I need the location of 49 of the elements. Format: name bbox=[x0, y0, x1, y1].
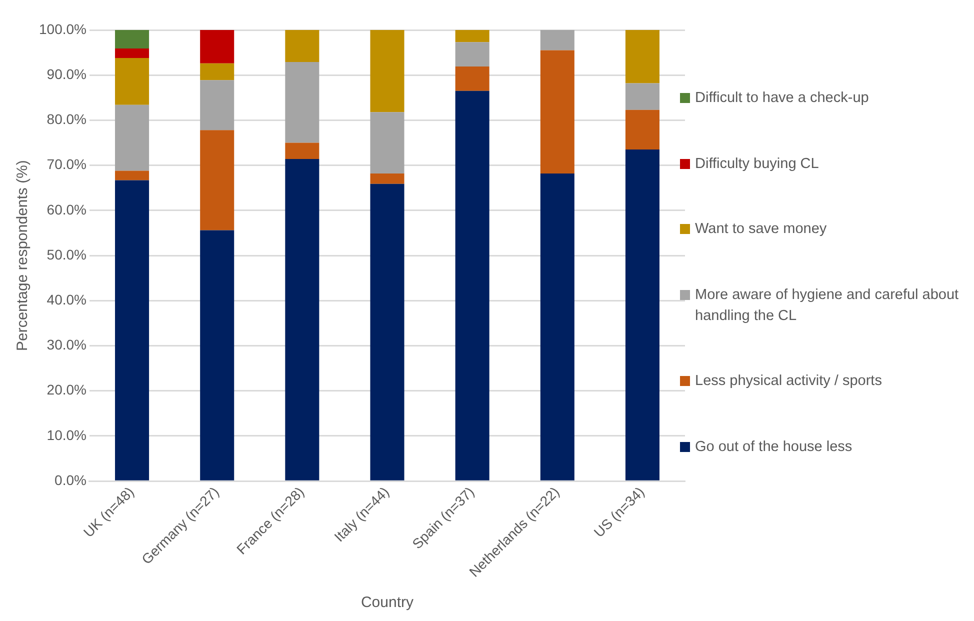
y-tick-label: 70.0% bbox=[46, 156, 86, 172]
bar bbox=[625, 110, 660, 150]
legend-label: More aware of hygiene and careful about handling the CL bbox=[695, 286, 960, 326]
bar bbox=[285, 62, 320, 143]
bar bbox=[200, 130, 234, 230]
bar bbox=[540, 173, 574, 480]
bar bbox=[370, 173, 404, 184]
bar bbox=[115, 48, 150, 58]
bar bbox=[625, 30, 660, 84]
legend-label: Want to save money bbox=[695, 220, 827, 240]
bar bbox=[370, 112, 404, 174]
y-tick-label: 0.0% bbox=[54, 472, 86, 488]
bar bbox=[285, 30, 320, 62]
y-tick-label: 20.0% bbox=[46, 382, 86, 398]
y-tick-label: 50.0% bbox=[46, 246, 86, 262]
bar bbox=[115, 104, 150, 171]
bar bbox=[540, 30, 574, 50]
bar bbox=[625, 83, 660, 110]
bar bbox=[115, 170, 150, 180]
bar bbox=[540, 50, 574, 174]
bar bbox=[625, 150, 660, 480]
bar bbox=[455, 30, 490, 42]
bar bbox=[115, 180, 150, 480]
bar bbox=[200, 80, 234, 130]
bar bbox=[200, 230, 234, 480]
x-axis-title: Country bbox=[360, 594, 414, 612]
y-tick-label: 60.0% bbox=[46, 201, 86, 218]
y-tick-label: 80.0% bbox=[46, 111, 86, 128]
legend-label: Difficulty buying CL bbox=[695, 154, 819, 174]
y-tick-label: 30.0% bbox=[46, 336, 86, 353]
bar bbox=[370, 184, 404, 480]
y-tick-label: 40.0% bbox=[46, 292, 86, 308]
y-axis-title: Percentage respondents (%) bbox=[14, 160, 32, 352]
y-tick-label: 10.0% bbox=[46, 426, 86, 443]
bar bbox=[370, 30, 404, 112]
bar bbox=[200, 63, 234, 80]
bar bbox=[455, 66, 490, 91]
bar bbox=[115, 58, 150, 105]
legend-label: Go out of the house less bbox=[695, 438, 852, 457]
bar bbox=[455, 42, 490, 67]
legend-label: Difficult to have a check-up bbox=[695, 89, 869, 108]
y-tick-label: 90.0% bbox=[46, 66, 86, 82]
bar bbox=[200, 30, 234, 64]
bar bbox=[285, 159, 320, 480]
legend-label: Less physical activity / sports bbox=[695, 372, 882, 392]
bar bbox=[115, 30, 150, 48]
y-tick-label: 100.0% bbox=[39, 20, 86, 37]
bar bbox=[455, 90, 490, 480]
bar bbox=[285, 142, 320, 160]
